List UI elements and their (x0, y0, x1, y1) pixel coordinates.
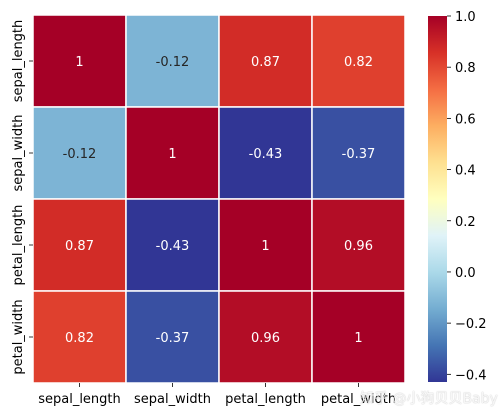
cell-value-label: 0.87 (251, 55, 280, 70)
cell-value-label: 0.82 (65, 331, 94, 346)
heatmap-cell (311, 290, 406, 384)
x-tick-label: sepal_length (38, 392, 121, 407)
heatmap-cell (125, 106, 220, 200)
colorbar-tick-label: 1.0 (455, 10, 476, 25)
x-tick-label: petal_length (225, 392, 306, 407)
colorbar-ticks: 1.0 0.8 0.6 0.4 0.2 0.0 −0.2 −0.4 (447, 10, 487, 383)
colorbar-tick-label: 0.0 (455, 266, 476, 281)
y-axis-ticks: sepal_length sepal_width petal_lengthpetal… (11, 20, 33, 375)
cell-value-label: 0.96 (344, 239, 373, 254)
heatmap-cell (218, 14, 313, 108)
heatmap-cell (311, 198, 406, 292)
y-tick-label: sepal_length (11, 20, 26, 103)
cell-value-label: -0.43 (156, 239, 190, 254)
colorbar-tick-label: 0.2 (455, 215, 476, 230)
heatmap-cell (32, 14, 127, 108)
colorbar (428, 16, 447, 382)
colorbar-tick-label: −0.4 (455, 368, 487, 383)
watermark: 知乎 @小狗贝贝Baby (360, 391, 498, 407)
cell-value-label: -0.43 (249, 147, 283, 162)
cell-value-label: 1 (261, 239, 269, 254)
heatmap-cell (311, 14, 406, 108)
cell-value-label: 0.87 (65, 239, 94, 254)
cell-value-label: -0.12 (63, 147, 97, 162)
cell-value-label: 1 (75, 55, 83, 70)
cell-value-label: 0.96 (251, 331, 280, 346)
heatmap-cell (125, 14, 220, 108)
colorbar-tick-label: 0.4 (455, 164, 476, 179)
cell-value-label: -0.37 (156, 331, 190, 346)
cell-value-label: 1 (168, 147, 176, 162)
y-tick-label: petal_length (11, 205, 26, 286)
cell-value-label: -0.37 (342, 147, 376, 162)
cell-value-label: -0.12 (156, 55, 190, 70)
colorbar-tick-label: 0.6 (455, 112, 476, 127)
heatmap-cells (32, 14, 406, 384)
heatmap-cell (311, 106, 406, 200)
colorbar-tick-label: −0.2 (455, 317, 487, 332)
y-tick-label: petal_width (11, 299, 26, 374)
heatmap-cell (125, 290, 220, 384)
x-axis-ticks: sepal_length sepal_width petal_length petal… (38, 383, 396, 407)
y-tick-label: sepal_width (11, 115, 26, 192)
x-tick-label: sepal_width (134, 392, 211, 407)
cell-value-label: 1 (354, 331, 362, 346)
cell-value-label: 0.82 (344, 55, 373, 70)
colorbar-tick-label: 0.8 (455, 61, 476, 76)
x-tick-label: petal_width (321, 392, 396, 407)
cell-value-labels: 1 -0.12 0.87 0.82 -0.12 1 -0.43 -0.37 0.87 -0.43 1… (63, 55, 376, 346)
heatmap-cell (125, 198, 220, 292)
